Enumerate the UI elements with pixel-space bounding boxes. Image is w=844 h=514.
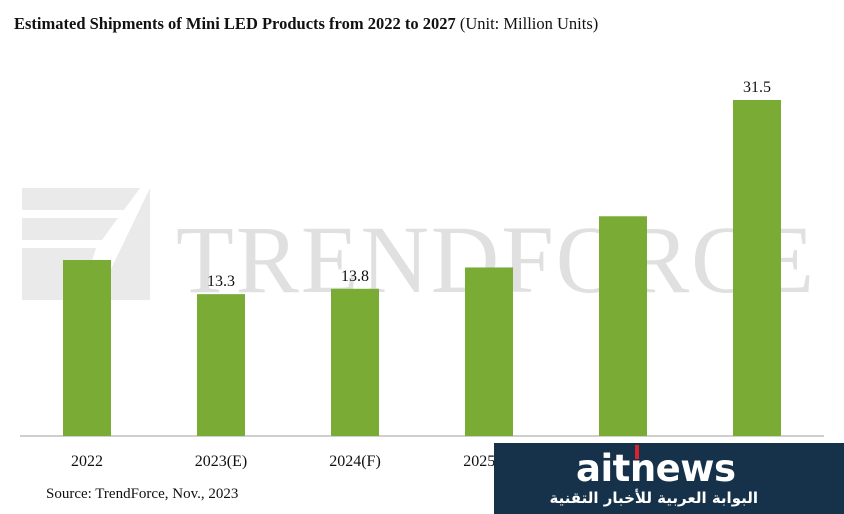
bar-2024(F) (331, 288, 379, 436)
chart-title-main: Estimated Shipments of Mini LED Products… (14, 14, 456, 33)
bar-2026(F) (599, 216, 647, 436)
bar-2027(F) (733, 100, 781, 436)
data-label-2023(E): 13.3 (207, 273, 235, 290)
x-tick-2024(F): 2024(F) (329, 453, 381, 470)
source-note: Source: TrendForce, Nov., 2023 (46, 486, 239, 502)
chart-title-unit: (Unit: Million Units) (459, 14, 599, 33)
bar-2025(F) (465, 267, 513, 436)
aitnews-overlay-banner: aitnews البوابة العربية للأخبار التقنية (494, 443, 844, 514)
chart-title: Estimated Shipments of Mini LED Products… (14, 14, 598, 34)
aitnews-accent (635, 445, 639, 459)
aitnews-logo: aitnews (576, 447, 736, 490)
x-tick-2022: 2022 (71, 453, 103, 470)
data-label-2027(F): 31.5 (743, 79, 771, 96)
x-tick-2023(E): 2023(E) (195, 453, 247, 470)
bar-2023(E) (197, 294, 245, 436)
data-label-2024(F): 13.8 (341, 268, 369, 285)
aitnews-tagline: البوابة العربية للأخبار التقنية (549, 489, 758, 507)
bar-2022 (63, 260, 111, 436)
